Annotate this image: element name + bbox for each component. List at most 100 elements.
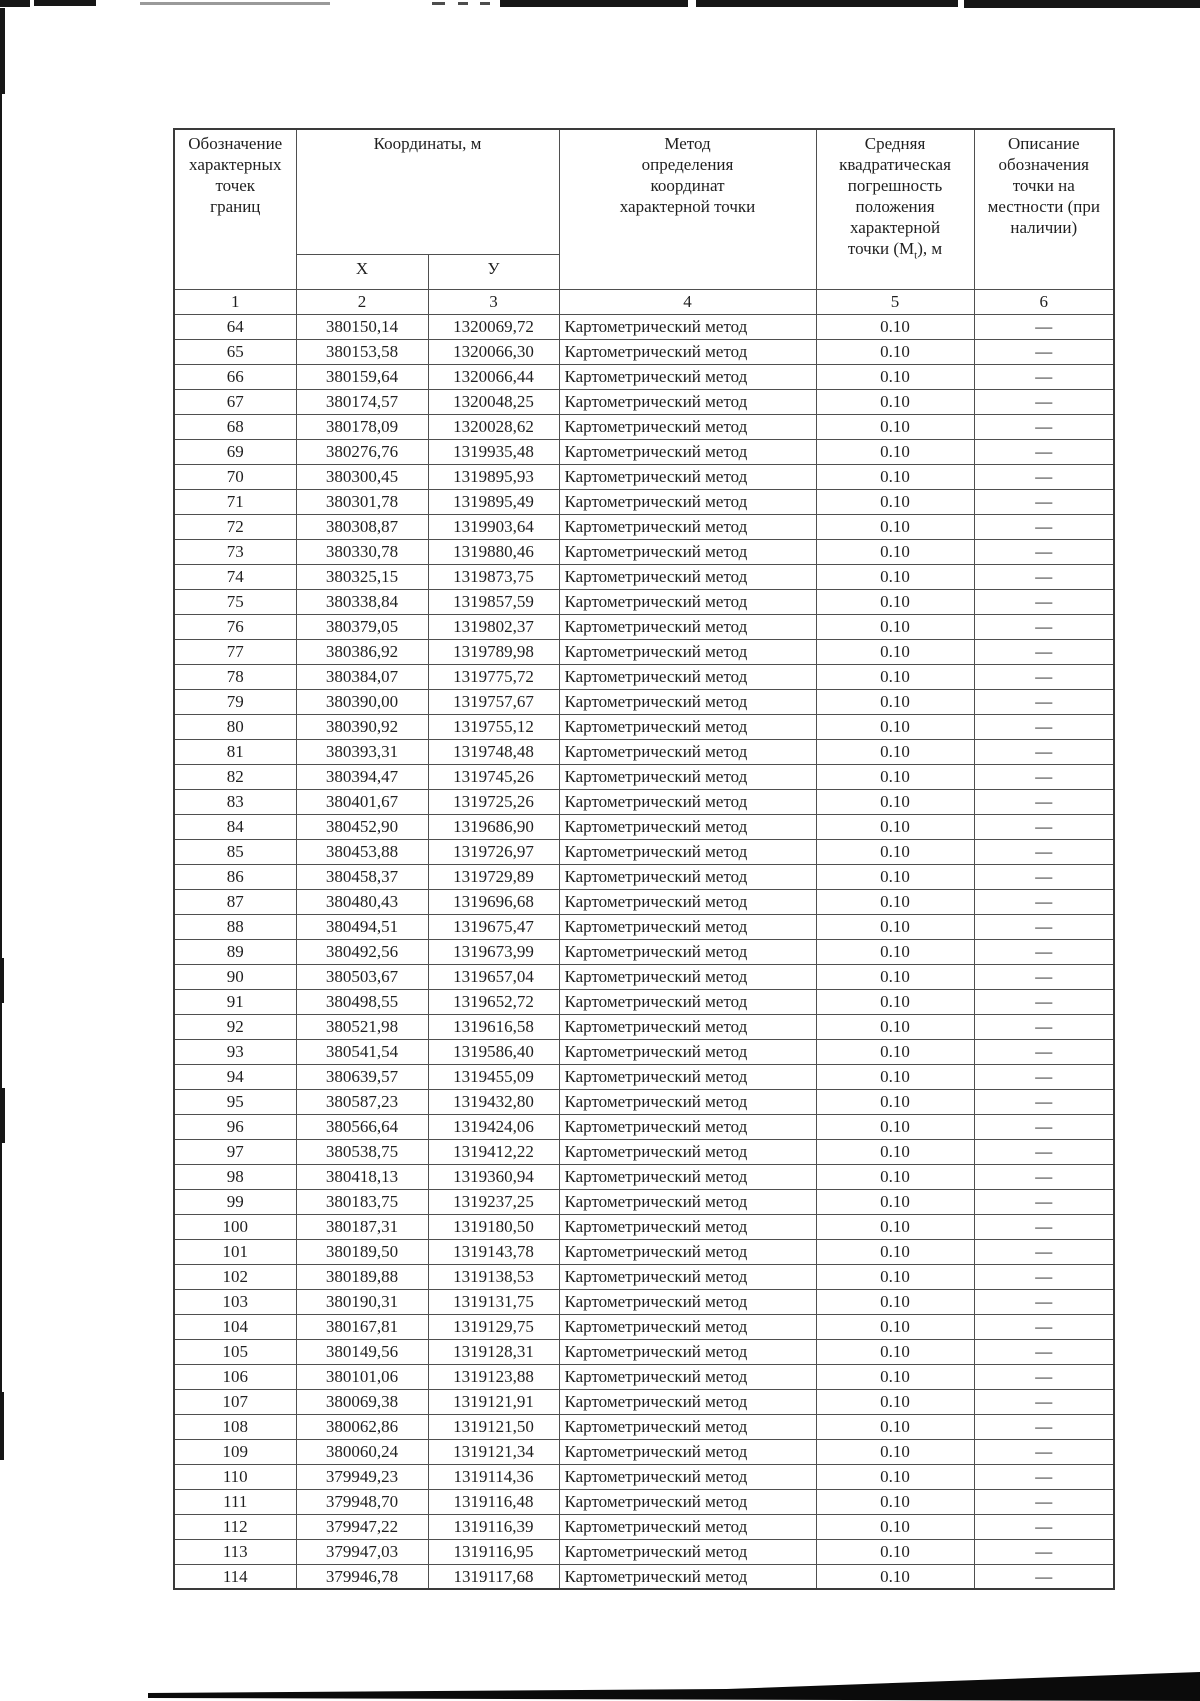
point-number-cell: 81 (173, 738, 297, 765)
error-cell: 0.10 (815, 1538, 975, 1565)
point-number-cell: 77 (173, 638, 297, 665)
error-cell: 0.10 (815, 463, 975, 490)
coord-x-cell: 380338,84 (295, 588, 429, 615)
method-cell: Картометрический метод (558, 1263, 817, 1290)
table-row: 72 380308,87 1319903,64 Картометрический ме… (173, 513, 1115, 540)
table-row: 89 380492,56 1319673,99 Картометрический ме… (173, 938, 1115, 965)
error-cell: 0.10 (815, 388, 975, 415)
coord-y-cell: 1319432,80 (427, 1088, 560, 1115)
method-cell: Картометрический метод (558, 513, 817, 540)
coord-x-cell: 380538,75 (295, 1138, 429, 1165)
coord-x-cell: 380639,57 (295, 1063, 429, 1090)
point-number-cell: 113 (173, 1538, 297, 1565)
error-cell: 0.10 (815, 613, 975, 640)
error-cell: 0.10 (815, 538, 975, 565)
table-row: 87 380480,43 1319696,68 Картометрический ме… (173, 888, 1115, 915)
coord-x-cell: 380386,92 (295, 638, 429, 665)
coord-x-cell: 380308,87 (295, 513, 429, 540)
method-cell: Картометрический метод (558, 888, 817, 915)
error-cell: 0.10 (815, 663, 975, 690)
error-cell: 0.10 (815, 988, 975, 1015)
method-cell: Картометрический метод (558, 1163, 817, 1190)
method-cell: Картометрический метод (558, 1388, 817, 1415)
coord-x-cell: 380384,07 (295, 663, 429, 690)
description-cell: — (973, 1263, 1115, 1290)
method-cell: Картометрический метод (558, 688, 817, 715)
table-row: 114 379946,78 1319117,68 Картометрический м… (173, 1563, 1115, 1590)
coord-y-cell: 1319802,37 (427, 613, 560, 640)
method-cell: Картометрический метод (558, 638, 817, 665)
coord-y-cell: 1319143,78 (427, 1238, 560, 1265)
error-cell: 0.10 (815, 338, 975, 365)
table-row: 95 380587,23 1319432,80 Картометрический ме… (173, 1088, 1115, 1115)
coord-y-cell: 1320028,62 (427, 413, 560, 440)
coord-x-cell: 380178,09 (295, 413, 429, 440)
description-cell: — (973, 313, 1115, 340)
coord-y-cell: 1319657,04 (427, 963, 560, 990)
coord-x-cell: 380325,15 (295, 563, 429, 590)
method-cell: Картометрический метод (558, 1538, 817, 1565)
table-row: 108 380062,86 1319121,50 Картометрический м… (173, 1413, 1115, 1440)
description-cell: — (973, 1063, 1115, 1090)
point-number-cell: 72 (173, 513, 297, 540)
point-number-cell: 102 (173, 1263, 297, 1290)
coord-y-cell: 1319455,09 (427, 1063, 560, 1090)
method-cell: Картометрический метод (558, 413, 817, 440)
table-row: 98 380418,13 1319360,94 Картометрический ме… (173, 1163, 1115, 1190)
error-cell: 0.10 (815, 1463, 975, 1490)
coord-x-cell: 380159,64 (295, 363, 429, 390)
header-y: У (427, 253, 560, 290)
point-number-cell: 71 (173, 488, 297, 515)
table-row: 86 380458,37 1319729,89 Картометрический ме… (173, 863, 1115, 890)
scan-artifact-left-blob (0, 8, 5, 94)
point-number-cell: 105 (173, 1338, 297, 1365)
scan-artifact-top-line (500, 0, 688, 7)
description-cell: — (973, 488, 1115, 515)
coord-y-cell: 1319757,67 (427, 688, 560, 715)
coord-x-cell: 380452,90 (295, 813, 429, 840)
coord-y-cell: 1319895,93 (427, 463, 560, 490)
coord-y-cell: 1319725,26 (427, 788, 560, 815)
coord-x-cell: 380494,51 (295, 913, 429, 940)
table-row: 80 380390,92 1319755,12 Картометрический ме… (173, 713, 1115, 740)
point-number-cell: 78 (173, 663, 297, 690)
coord-x-cell: 380101,06 (295, 1363, 429, 1390)
scan-artifact-top-line (964, 0, 1200, 8)
table-row: 76 380379,05 1319802,37 Картометрический ме… (173, 613, 1115, 640)
method-cell: Картометрический метод (558, 738, 817, 765)
description-cell: — (973, 888, 1115, 915)
method-cell: Картометрический метод (558, 1238, 817, 1265)
table-row: 64 380150,14 1320069,72 Картометрический ме… (173, 313, 1115, 340)
coord-x-cell: 380183,75 (295, 1188, 429, 1215)
table-row: 97 380538,75 1319412,22 Картометрический ме… (173, 1138, 1115, 1165)
description-cell: — (973, 563, 1115, 590)
coord-x-cell: 380187,31 (295, 1213, 429, 1240)
coord-y-cell: 1319696,68 (427, 888, 560, 915)
method-cell: Картометрический метод (558, 1463, 817, 1490)
description-cell: — (973, 1313, 1115, 1340)
header-error: Средняя квадратическая погрешность полож… (815, 128, 975, 290)
coord-y-cell: 1319675,47 (427, 913, 560, 940)
coord-y-cell: 1319873,75 (427, 563, 560, 590)
point-number-cell: 80 (173, 713, 297, 740)
error-cell: 0.10 (815, 313, 975, 340)
description-cell: — (973, 1013, 1115, 1040)
error-cell: 0.10 (815, 763, 975, 790)
table-row: 94 380639,57 1319455,09 Картометрический ме… (173, 1063, 1115, 1090)
description-cell: — (973, 1213, 1115, 1240)
table-row: 65 380153,58 1320066,30 Картометрический ме… (173, 338, 1115, 365)
point-number-cell: 92 (173, 1013, 297, 1040)
point-number-cell: 99 (173, 1188, 297, 1215)
point-number-cell: 90 (173, 963, 297, 990)
coord-y-cell: 1319616,58 (427, 1013, 560, 1040)
point-number-cell: 93 (173, 1038, 297, 1065)
method-cell: Картометрический метод (558, 1138, 817, 1165)
description-cell: — (973, 638, 1115, 665)
point-number-cell: 103 (173, 1288, 297, 1315)
error-cell: 0.10 (815, 1063, 975, 1090)
coord-x-cell: 380492,56 (295, 938, 429, 965)
description-cell: — (973, 1538, 1115, 1565)
coord-y-cell: 1319123,88 (427, 1363, 560, 1390)
coord-y-cell: 1320069,72 (427, 313, 560, 340)
scan-artifact-left-blob (0, 1088, 5, 1143)
